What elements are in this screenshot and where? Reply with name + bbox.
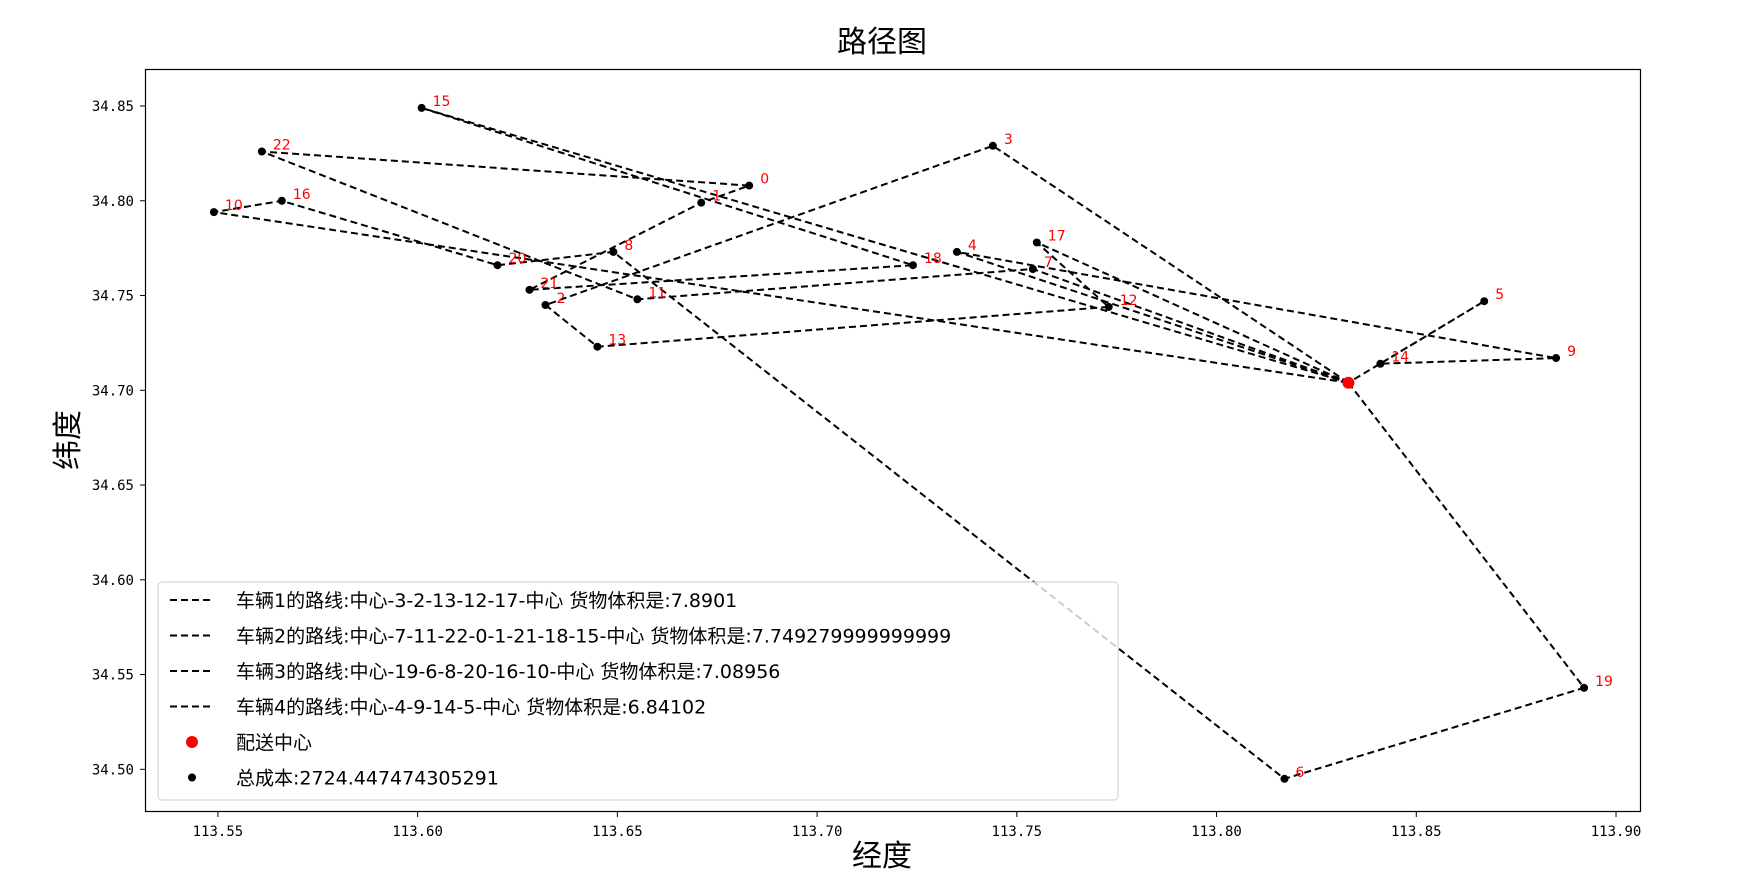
x-axis-label: 经度 bbox=[852, 839, 912, 874]
point-label: 15 bbox=[433, 94, 451, 110]
point-label: 7 bbox=[1044, 255, 1053, 271]
customer-point bbox=[1032, 238, 1041, 247]
customer-point bbox=[745, 181, 754, 190]
point-label: 13 bbox=[608, 333, 626, 349]
customer-point bbox=[1104, 302, 1113, 311]
legend-entry-vehicle-2: 车辆2的路线:中心-7-11-22-0-1-21-18-15-中心 货物体积是:… bbox=[236, 626, 951, 648]
legend: 车辆1的路线:中心-3-2-13-12-17-中心 货物体积是:7.8901 车辆… bbox=[157, 581, 1119, 801]
point-label: 12 bbox=[1120, 293, 1138, 309]
customer-point bbox=[257, 147, 266, 156]
legend-entry-vehicle-4: 车辆4的路线:中心-4-9-14-5-中心 货物体积是:6.84102 bbox=[236, 697, 706, 719]
point-label: 17 bbox=[1048, 228, 1066, 244]
x-tick-label: 113.60 bbox=[392, 824, 443, 840]
customer-point bbox=[1376, 359, 1385, 368]
customer-point bbox=[209, 208, 218, 217]
legend-entry-total-cost: 总成本:2724.447474305291 bbox=[236, 768, 499, 790]
point-label: 4 bbox=[968, 238, 977, 254]
x-tick-label: 113.80 bbox=[1191, 824, 1242, 840]
center-marker-group bbox=[1342, 376, 1355, 389]
customer-point bbox=[952, 247, 961, 256]
y-tick-label: 34.60 bbox=[92, 573, 134, 589]
customer-point bbox=[1480, 297, 1489, 306]
chart-title: 路径图 bbox=[837, 25, 927, 60]
y-tick-label: 34.65 bbox=[92, 478, 134, 494]
x-tick-label: 113.55 bbox=[193, 824, 244, 840]
customer-point bbox=[417, 103, 426, 112]
point-label: 9 bbox=[1567, 344, 1576, 360]
customer-point bbox=[633, 295, 642, 304]
customer-point bbox=[697, 198, 706, 207]
point-label: 2 bbox=[556, 291, 565, 307]
legend-cost-swatch bbox=[188, 773, 196, 782]
y-axis-label: 纬度 bbox=[51, 410, 86, 470]
point-label: 5 bbox=[1495, 287, 1504, 303]
legend-entry-center: 配送中心 bbox=[236, 732, 312, 754]
y-tick-label: 34.80 bbox=[92, 194, 134, 210]
legend-entry-vehicle-3: 车辆3的路线:中心-19-6-8-20-16-10-中心 货物体积是:7.089… bbox=[236, 661, 780, 683]
y-tick-label: 34.75 bbox=[92, 289, 134, 305]
customer-point bbox=[908, 261, 917, 270]
point-label: 16 bbox=[293, 187, 311, 203]
point-label: 10 bbox=[225, 198, 243, 214]
customer-point bbox=[493, 261, 502, 270]
point-label: 3 bbox=[1004, 132, 1013, 148]
point-label: 1 bbox=[712, 189, 721, 205]
customer-point bbox=[277, 196, 286, 205]
y-tick-label: 34.85 bbox=[92, 99, 134, 115]
point-label: 19 bbox=[1595, 674, 1613, 690]
y-tick-label: 34.70 bbox=[92, 383, 134, 399]
point-label: 20 bbox=[509, 251, 527, 267]
route-line-vehicle-3 bbox=[213, 199, 1586, 780]
route-line-vehicle-2 bbox=[261, 106, 1349, 384]
route-line-vehicle-4 bbox=[956, 250, 1557, 384]
customer-point bbox=[525, 285, 534, 294]
point-label: 22 bbox=[273, 137, 291, 153]
y-axis: 34.50 34.55 34.60 34.65 34.70 34.75 34.80 34.85 bbox=[92, 99, 146, 778]
customer-point bbox=[1280, 774, 1289, 783]
point-label: 0 bbox=[760, 172, 769, 188]
customer-point bbox=[1552, 354, 1561, 363]
y-tick-label: 34.50 bbox=[92, 762, 134, 778]
point-label: 14 bbox=[1391, 350, 1409, 366]
point-label: 8 bbox=[624, 238, 633, 254]
point-label: 21 bbox=[540, 276, 558, 292]
customer-point bbox=[988, 141, 997, 150]
y-tick-label: 34.55 bbox=[92, 668, 134, 684]
customer-point bbox=[1028, 264, 1037, 273]
x-tick-label: 113.85 bbox=[1391, 824, 1442, 840]
point-label: 6 bbox=[1295, 765, 1304, 781]
customer-point bbox=[1580, 683, 1589, 692]
point-label: 18 bbox=[924, 251, 942, 267]
x-tick-label: 113.65 bbox=[592, 824, 643, 840]
x-tick-label: 113.75 bbox=[992, 824, 1043, 840]
customer-point bbox=[593, 342, 602, 351]
legend-entry-vehicle-1: 车辆1的路线:中心-3-2-13-12-17-中心 货物体积是:7.8901 bbox=[236, 590, 737, 612]
center-marker bbox=[1342, 376, 1355, 389]
customer-point bbox=[609, 247, 618, 256]
plot-frame bbox=[144, 68, 1642, 813]
point-label: 11 bbox=[648, 285, 666, 301]
customer-point bbox=[541, 300, 550, 309]
x-tick-label: 113.90 bbox=[1591, 824, 1642, 840]
legend-box bbox=[157, 581, 1119, 801]
x-axis: 113.55 113.60 113.65 113.70 113.75 113.80 113.… bbox=[193, 811, 1642, 840]
x-tick-label: 113.70 bbox=[792, 824, 843, 840]
legend-center-swatch bbox=[186, 736, 198, 748]
